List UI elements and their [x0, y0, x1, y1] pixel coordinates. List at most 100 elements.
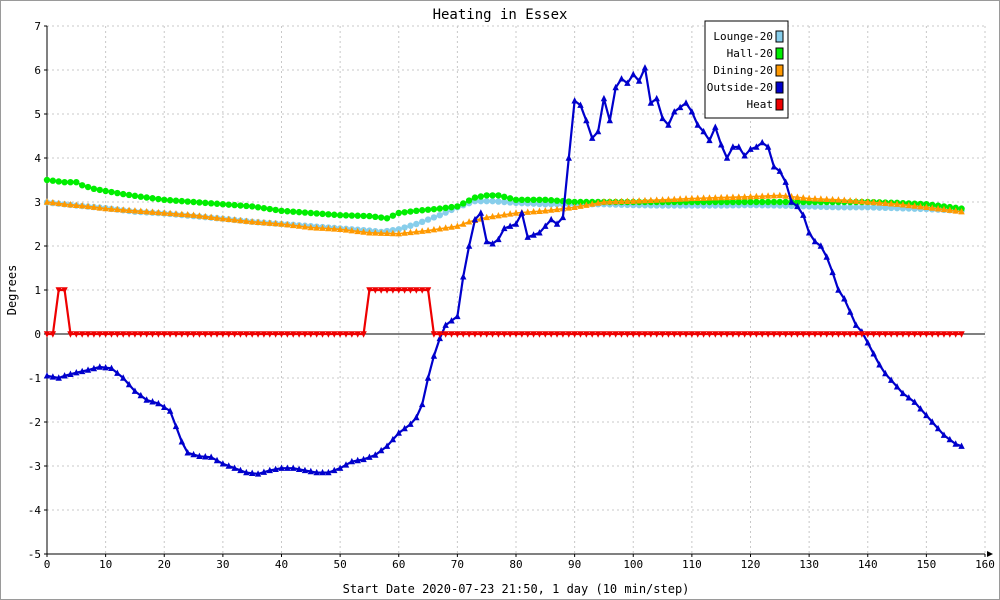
data-point-heat [870, 331, 877, 338]
data-point-hall-20 [717, 198, 725, 206]
data-point-dining-20 [78, 202, 86, 209]
data-point-lounge-20 [876, 204, 883, 211]
data-point-outside-20 [231, 464, 238, 471]
data-point-heat [864, 331, 871, 338]
data-point-dining-20 [102, 204, 109, 212]
data-point-hall-20 [196, 199, 203, 206]
x-tick-label: 10 [99, 558, 112, 571]
data-point-outside-20 [647, 99, 655, 106]
data-point-heat [688, 331, 696, 338]
data-point-dining-20 [958, 207, 965, 215]
data-point-dining-20 [882, 199, 889, 207]
data-point-outside-20 [618, 75, 625, 82]
data-point-outside-20 [530, 231, 537, 238]
data-point-outside-20 [846, 308, 854, 315]
data-point-dining-20 [571, 203, 578, 210]
data-point-dining-20 [114, 205, 121, 213]
series-heat [43, 287, 965, 338]
data-point-dining-20 [483, 213, 490, 221]
data-point-outside-20 [90, 364, 98, 372]
data-point-dining-20 [413, 228, 420, 235]
data-point-outside-20 [794, 202, 801, 210]
data-point-dining-20 [858, 197, 866, 205]
data-point-hall-20 [237, 202, 244, 209]
y-tick-label: 7 [34, 20, 41, 33]
data-point-dining-20 [313, 224, 320, 231]
data-point-heat [846, 331, 854, 338]
data-point-heat [612, 331, 619, 338]
data-point-dining-20 [260, 218, 268, 226]
data-point-heat [782, 331, 789, 338]
data-point-hall-20 [149, 195, 156, 202]
data-point-outside-20 [430, 352, 438, 359]
x-tick-label: 160 [975, 558, 995, 571]
data-point-dining-20 [231, 216, 238, 223]
data-point-heat [630, 331, 637, 338]
data-point-outside-20 [501, 224, 508, 232]
data-point-dining-20 [606, 198, 613, 205]
data-point-heat [946, 331, 954, 338]
data-point-outside-20 [559, 213, 567, 221]
legend: Lounge-20 Hall-20 Dining-20 Outside-20 Heat [704, 20, 789, 119]
data-point-lounge-20 [495, 198, 502, 205]
data-point-dining-20 [512, 209, 520, 216]
data-point-heat [360, 331, 367, 338]
data-point-outside-20 [506, 222, 514, 229]
data-point-outside-20 [542, 222, 549, 229]
data-point-outside-20 [641, 64, 649, 71]
data-point-outside-20 [671, 108, 678, 115]
data-point-heat [407, 287, 414, 294]
data-point-outside-20 [723, 154, 731, 161]
data-point-outside-20 [624, 79, 631, 86]
data-point-hall-20 [471, 194, 479, 201]
data-point-heat [55, 287, 62, 294]
data-point-outside-20 [800, 211, 807, 218]
data-point-outside-20 [741, 152, 748, 159]
data-point-dining-20 [630, 197, 637, 204]
data-point-heat [424, 287, 432, 294]
data-point-outside-20 [524, 233, 531, 240]
data-point-hall-20 [460, 200, 467, 207]
data-point-hall-20 [348, 212, 356, 219]
data-point-outside-20 [331, 466, 338, 474]
data-point-heat [794, 331, 801, 338]
y-tick-label: -5 [28, 548, 41, 561]
data-point-heat [940, 331, 948, 338]
data-point-dining-20 [729, 193, 737, 200]
legend-label-heat: Heat [747, 98, 774, 111]
grid-lines [47, 25, 986, 554]
data-point-hall-20 [102, 187, 109, 195]
data-point-dining-20 [307, 223, 315, 231]
data-point-lounge-20 [841, 204, 848, 211]
data-point-dining-20 [108, 205, 115, 212]
data-point-dining-20 [213, 214, 221, 221]
data-point-hall-20 [764, 198, 772, 206]
data-point-heat [354, 331, 361, 338]
data-point-outside-20 [489, 240, 496, 247]
data-point-hall-20 [301, 209, 309, 216]
data-point-outside-20 [682, 99, 690, 106]
data-point-dining-20 [424, 226, 432, 234]
data-point-dining-20 [553, 205, 561, 213]
x-tick-label: 70 [451, 558, 464, 571]
data-point-dining-20 [372, 229, 379, 236]
x-tick-label: 150 [916, 558, 936, 571]
data-point-heat [401, 287, 408, 294]
data-point-dining-20 [166, 209, 174, 217]
data-point-outside-20 [917, 405, 924, 412]
data-point-lounge-20 [489, 197, 496, 205]
data-point-outside-20 [377, 446, 385, 454]
data-point-heat [589, 331, 596, 338]
data-point-hall-20 [225, 201, 232, 208]
data-point-outside-20 [155, 399, 162, 407]
data-point-hall-20 [436, 205, 443, 212]
data-point-lounge-20 [401, 224, 408, 231]
data-point-outside-20 [882, 369, 889, 377]
data-point-heat [559, 331, 567, 338]
data-point-dining-20 [735, 193, 742, 200]
data-point-hall-20 [770, 198, 778, 206]
data-point-heat [729, 331, 737, 338]
data-point-heat [319, 331, 326, 338]
data-point-outside-20 [319, 468, 326, 476]
data-point-heat [325, 331, 332, 338]
